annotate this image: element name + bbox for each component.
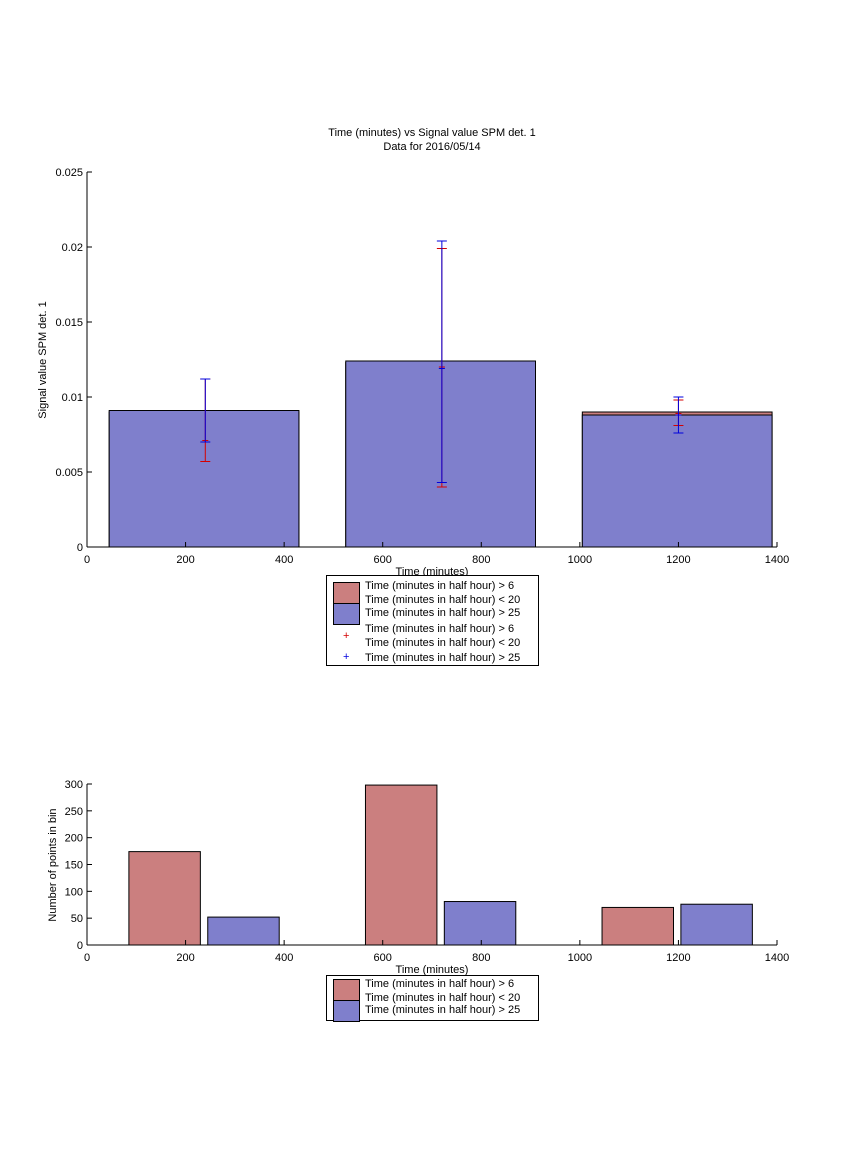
- chart2-bar-red: [128, 851, 201, 946]
- chart2-x-tick-label: 800: [472, 952, 490, 964]
- legend-label-blue: Time (minutes in half hour) > 25: [365, 607, 521, 619]
- chart1-x-tick-label: 200: [176, 554, 194, 566]
- chart1-y-tick-label: 0.01: [62, 392, 83, 404]
- chart1-y-tick-label: 0: [77, 542, 83, 554]
- chart2-bar-red: [601, 906, 674, 946]
- chart1-x-tick-label: 600: [374, 554, 392, 566]
- chart1-x-tick-label: 800: [472, 554, 490, 566]
- chart1-subtitle: Data for 2016/05/14: [383, 141, 480, 153]
- chart1-x-tick-label: 1000: [568, 554, 592, 566]
- legend2-swatch-red: [333, 979, 360, 1001]
- chart1-x-tick-label: 1400: [765, 554, 789, 566]
- chart2-y-tick-label: 150: [65, 860, 83, 872]
- chart2-y-tick-label: 100: [65, 886, 83, 898]
- chart2-y-tick-label: 0: [77, 940, 83, 952]
- chart1-y-tick-label: 0.015: [55, 317, 83, 329]
- legend-marker-blue: +: [343, 651, 350, 663]
- chart2-y-tick-label: 50: [71, 913, 83, 925]
- legend2-label-blue: Time (minutes in half hour) > 25: [365, 1004, 521, 1016]
- chart1-x-tick-label: 400: [275, 554, 293, 566]
- chart2-y-tick-label: 250: [65, 806, 83, 818]
- chart2-x-tick-label: 600: [374, 952, 392, 964]
- chart2-legend: Time (minutes in half hour) > 6 Time (mi…: [326, 975, 539, 1022]
- chart2-x-tick-label: 0: [84, 952, 90, 964]
- chart2-x-tick-label: 1000: [568, 952, 592, 964]
- chart1-bar-blue: [108, 410, 300, 548]
- chart2-bars: [128, 784, 753, 946]
- chart1-x-tick-label: 0: [84, 554, 90, 566]
- chart2-x-tick-label: 1400: [765, 952, 789, 964]
- chart1-y-tick-label: 0.005: [55, 467, 83, 479]
- chart2-x-tick-label: 1200: [666, 952, 690, 964]
- legend2-swatch-blue: [333, 1000, 360, 1022]
- legend-swatch-blue: [333, 603, 360, 625]
- chart1-y-tick-label: 0.02: [62, 242, 83, 254]
- chart1-x-tick-label: 1200: [666, 554, 690, 566]
- legend2-label-red: Time (minutes in half hour) > 6 Time (mi…: [365, 978, 521, 1004]
- chart2-y-tick-label: 200: [65, 833, 83, 845]
- chart1-ylabel: Signal value SPM det. 1: [37, 301, 49, 418]
- chart1-bars: [108, 360, 773, 548]
- chart2-bar-blue: [680, 903, 753, 946]
- chart1-y-tick-label: 0.025: [55, 167, 83, 179]
- chart2-x-tick-label: 200: [176, 952, 194, 964]
- chart2-ylabel: Number of points in bin: [47, 808, 59, 921]
- chart2-plot-area: 0 200 400 600 800 1000 1200 1400 0 50 100 150 200 250…: [65, 779, 790, 964]
- chart2-bar-red: [364, 784, 438, 946]
- chart2-x-tick-label: 400: [275, 952, 293, 964]
- legend-swatch-red: [333, 582, 360, 604]
- legend-label-red-marker: Time (minutes in half hour) > 6 Time (mi…: [365, 623, 521, 649]
- legend-marker-red: +: [343, 630, 350, 642]
- chart2-bar-blue: [207, 916, 280, 946]
- legend-label-blue-marker: Time (minutes in half hour) > 25: [365, 652, 521, 664]
- chart1-plot-area: 0 200 400 600 800 1000 1200 1400 0 0.005 0.01 0.015…: [55, 167, 789, 566]
- chart1-bar-blue: [581, 414, 773, 548]
- chart1-legend: Time (minutes in half hour) > 6 Time (mi…: [326, 575, 539, 666]
- chart1-bar-blue: [345, 360, 536, 548]
- chart2-bar-blue: [443, 901, 517, 946]
- chart1-title: Time (minutes) vs Signal value SPM det. …: [328, 127, 535, 139]
- chart2-xlabel: Time (minutes): [396, 964, 469, 976]
- chart2-y-tick-label: 300: [65, 779, 83, 791]
- legend-label-red: Time (minutes in half hour) > 6 Time (mi…: [365, 580, 521, 606]
